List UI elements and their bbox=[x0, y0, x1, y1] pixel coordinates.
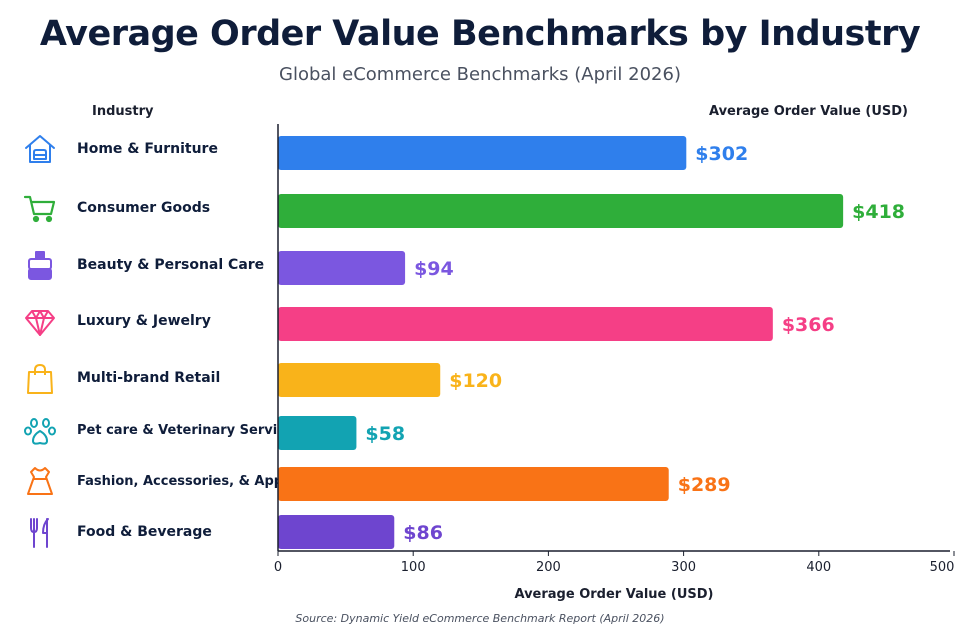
x-tick-label: 200 bbox=[536, 560, 561, 575]
data-label: $366 bbox=[782, 314, 835, 336]
bar bbox=[278, 515, 395, 549]
bar bbox=[278, 136, 687, 170]
bar bbox=[278, 251, 406, 285]
bar bbox=[278, 363, 441, 397]
source-note: Source: Dynamic Yield eCommerce Benchmar… bbox=[295, 612, 665, 625]
x-tick-label: 400 bbox=[806, 560, 831, 575]
cosmetics-icon bbox=[28, 251, 52, 280]
category-label: Beauty & Personal Care bbox=[77, 257, 265, 273]
x-ticks-group: 0 100 200 300 400 500 bbox=[274, 551, 955, 575]
fork-knife-icon bbox=[30, 518, 49, 548]
x-tick-label: 500 bbox=[930, 560, 955, 575]
chart-subtitle: Global eCommerce Benchmarks (April 2026) bbox=[279, 64, 681, 85]
bar bbox=[278, 194, 844, 228]
category-label: Pet care & Veterinary Services bbox=[77, 423, 302, 438]
category-label: Luxury & Jewelry bbox=[77, 313, 211, 329]
diamond-icon bbox=[25, 310, 55, 336]
data-label: $289 bbox=[678, 474, 731, 496]
shopping-bag-icon bbox=[27, 364, 53, 394]
data-label: $94 bbox=[414, 258, 454, 280]
category-label: Consumer Goods bbox=[77, 200, 211, 216]
bar bbox=[278, 416, 357, 450]
industry-column-header: Industry bbox=[92, 104, 154, 119]
bars-group: $302 $418 $94 $366 $120 $58 $289 $86 bbox=[278, 136, 905, 549]
paw-icon bbox=[24, 418, 56, 445]
category-label: Home & Furniture bbox=[77, 141, 218, 157]
chart-title: Average Order Value Benchmarks by Indust… bbox=[39, 14, 921, 54]
dress-icon bbox=[27, 467, 53, 495]
category-label: Food & Beverage bbox=[77, 524, 212, 540]
shopping-cart-icon bbox=[23, 195, 56, 223]
data-label: $120 bbox=[449, 370, 502, 392]
value-column-header: Average Order Value (USD) bbox=[708, 104, 908, 119]
data-label: $86 bbox=[403, 522, 443, 544]
data-label: $58 bbox=[365, 423, 405, 445]
x-axis-title: Average Order Value (USD) bbox=[514, 587, 713, 602]
category-label: Fashion, Accessories, & Apparel bbox=[77, 474, 312, 489]
x-tick-label: 100 bbox=[401, 560, 426, 575]
x-tick-label: 300 bbox=[671, 560, 696, 575]
bar bbox=[278, 467, 669, 501]
data-label: $302 bbox=[695, 143, 748, 165]
x-tick-label: 0 bbox=[274, 560, 282, 575]
home-icon bbox=[25, 135, 55, 163]
category-label: Multi-brand Retail bbox=[77, 370, 221, 386]
bar bbox=[278, 307, 773, 341]
data-label: $418 bbox=[852, 201, 905, 223]
